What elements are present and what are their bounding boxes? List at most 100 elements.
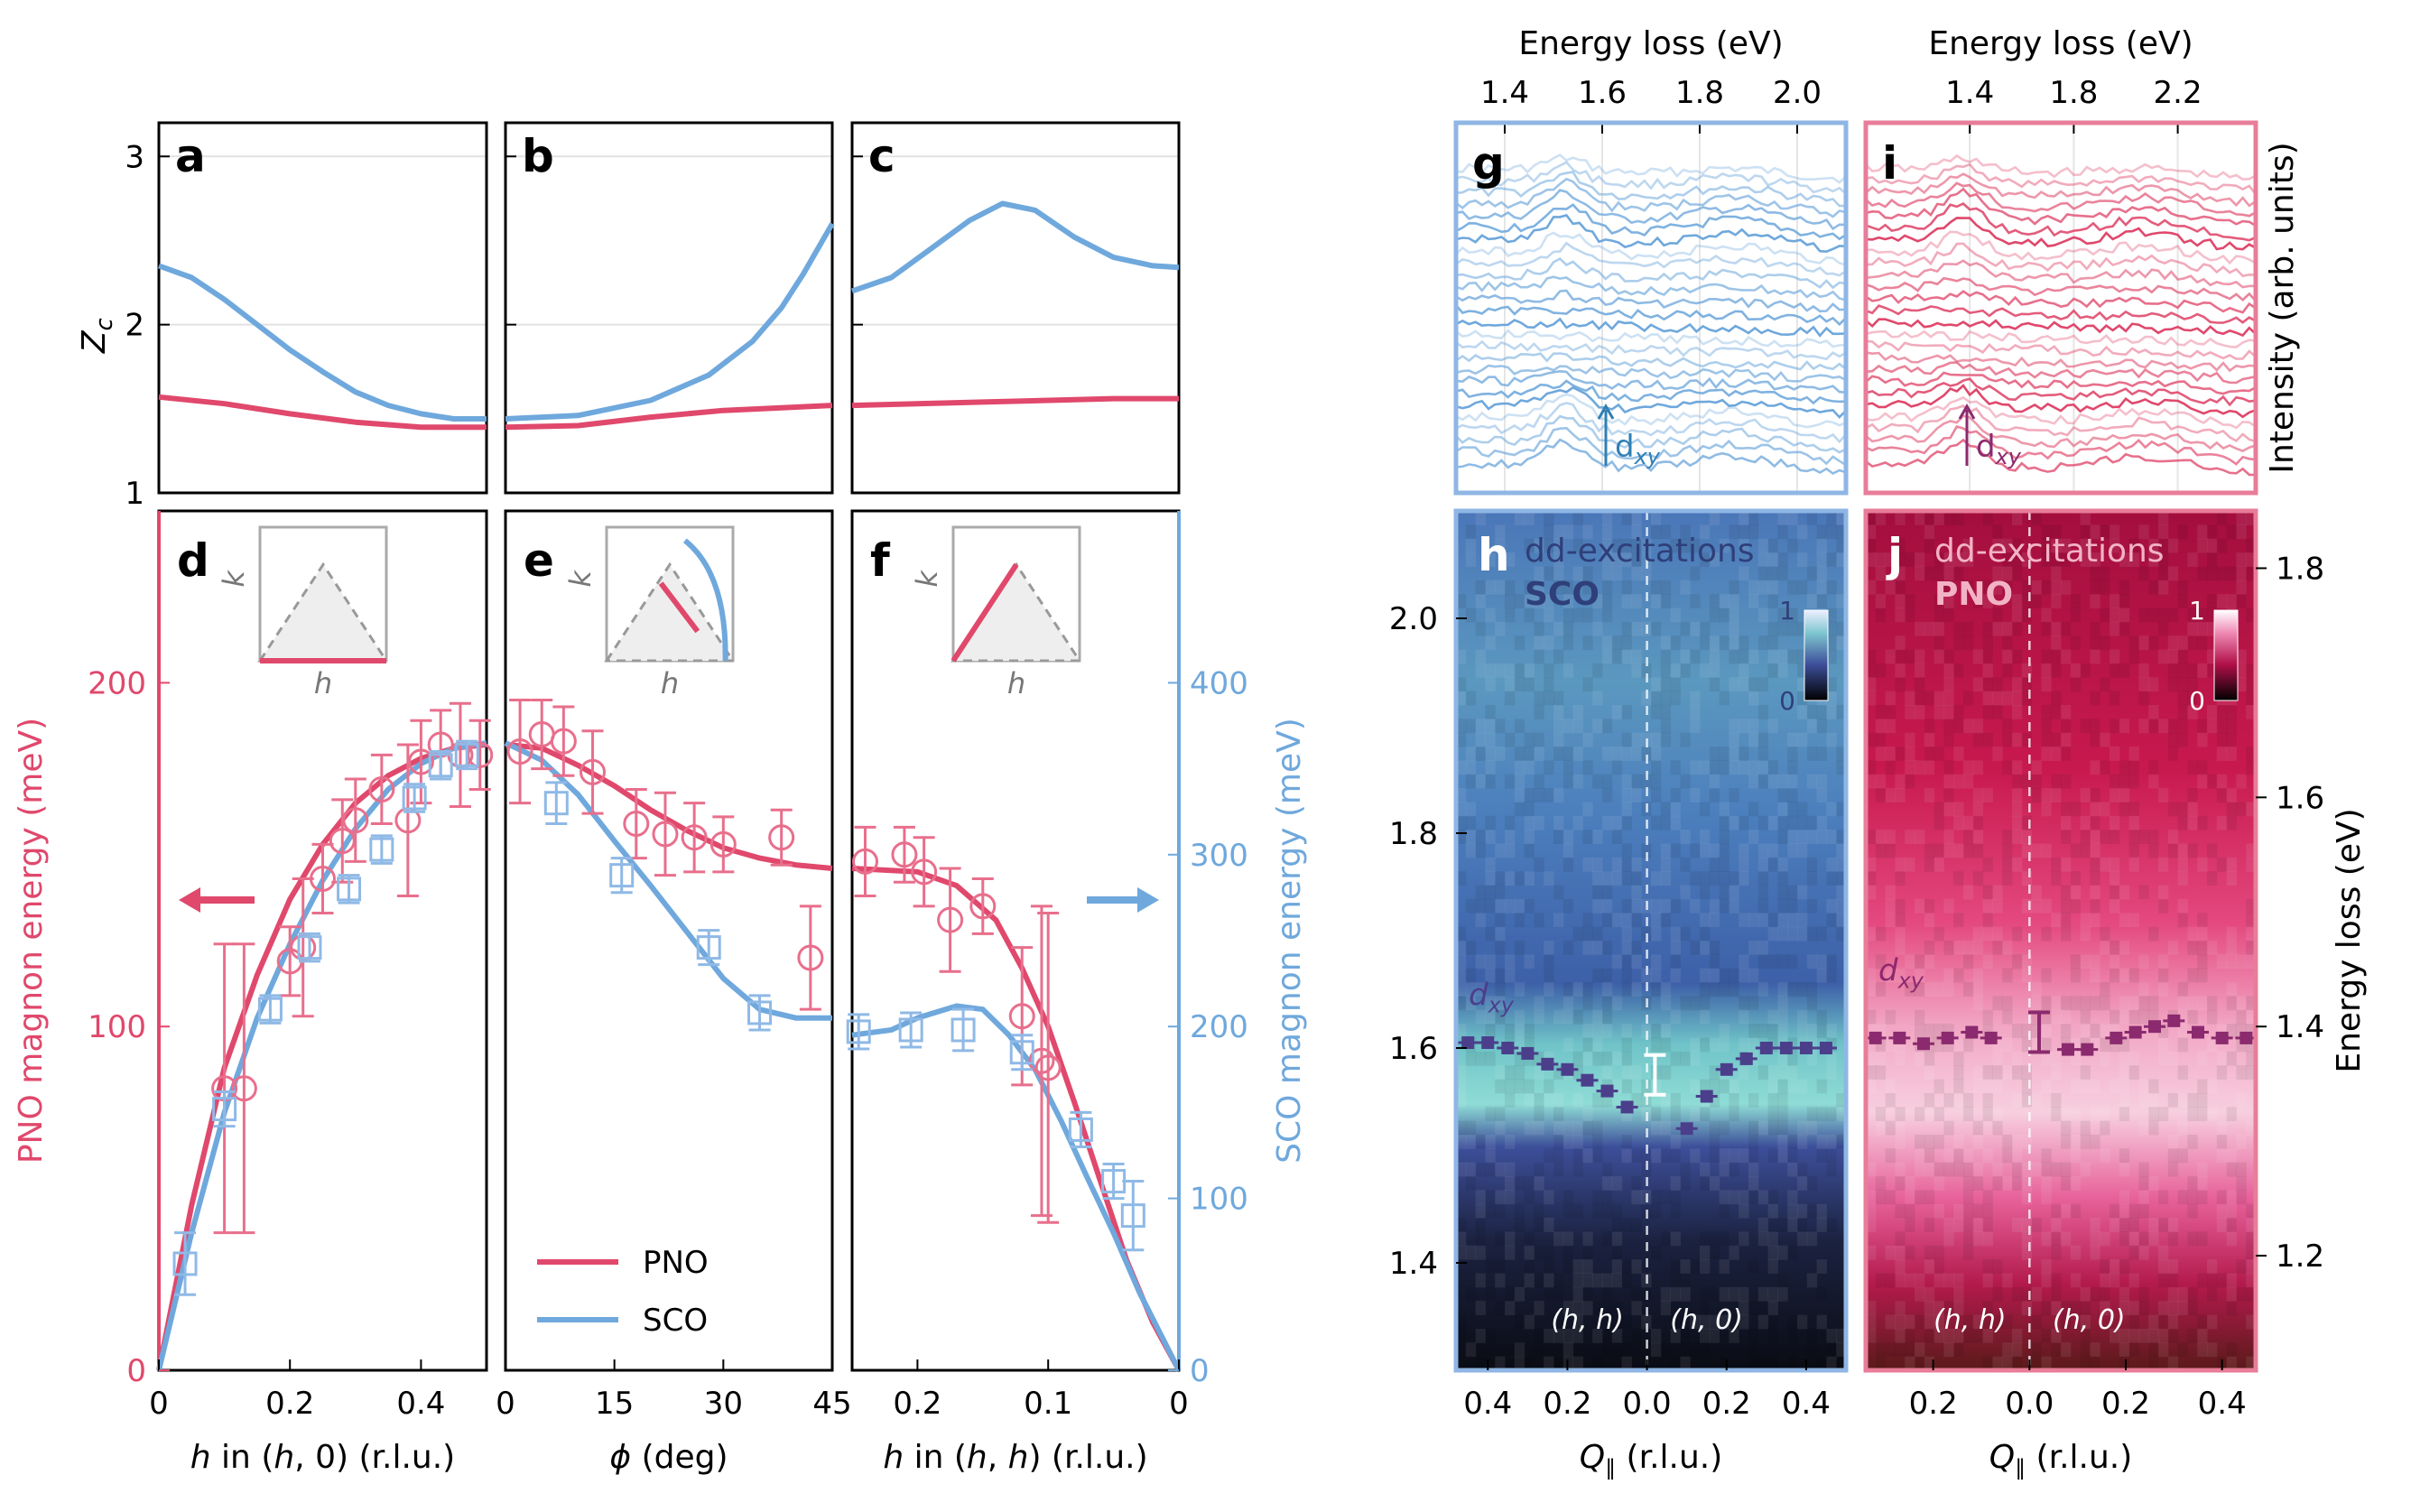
heatmap-pixel (1777, 802, 1788, 817)
heatmap-pixel (1553, 566, 1564, 581)
heatmap-pixel (2197, 913, 2208, 928)
heatmap-pixel (1572, 1120, 1583, 1136)
heatmap-pixel (1953, 774, 1964, 789)
heatmap-pixel (1933, 566, 1944, 581)
heatmap-pixel (2236, 1134, 2247, 1149)
heatmap-pixel (1905, 1203, 1915, 1219)
heatmap-pixel (1767, 913, 1778, 928)
sco-data-point (950, 1017, 976, 1043)
heatmap-pixel (2110, 1273, 2120, 1288)
heatmap-pixel (1777, 996, 1788, 1011)
heatmap-pixel (2041, 538, 2052, 553)
heatmap-pixel (1787, 747, 1798, 761)
heatmap-pixel (1933, 1301, 1944, 1316)
heatmap-pixel (1729, 1092, 1739, 1108)
heatmap-pixel (2187, 1092, 2198, 1108)
ytick-label: 1.6 (2276, 780, 2324, 816)
heatmap-pixel (1992, 1120, 2003, 1136)
heatmap-pixel (2002, 580, 2013, 595)
heatmap-pixel (1611, 1328, 1623, 1343)
heatmap-pixel (1631, 1218, 1642, 1232)
heatmap-pixel (2236, 511, 2247, 525)
heatmap-pixel (1992, 1037, 2003, 1053)
heatmap-pixel (1475, 1051, 1486, 1066)
heatmap-pixel (2002, 968, 2013, 983)
heatmap-pixel (1992, 1065, 2003, 1081)
heatmap-pixel (1582, 1245, 1593, 1260)
heatmap-pixel (1885, 691, 1896, 706)
heatmap-pixel (1621, 704, 1632, 719)
heatmap-pixel (1456, 1065, 1467, 1081)
heatmap-pixel (1943, 691, 1954, 706)
heatmap-pixel (1816, 1203, 1827, 1219)
heatmap-pixel (1953, 1286, 1964, 1302)
heatmap-pixel (1660, 1231, 1672, 1247)
heatmap-pixel (1875, 663, 1887, 678)
heatmap-pixel (1534, 857, 1544, 872)
heatmap-pixel (1836, 885, 1846, 900)
heatmap-pixel (1651, 815, 1662, 830)
heatmap-pixel (2138, 1120, 2149, 1136)
heatmap-pixel (1475, 913, 1486, 928)
heatmap-pixel (2128, 1342, 2139, 1358)
heatmap-pixel (2061, 898, 2072, 914)
heatmap-pixel (1651, 926, 1662, 942)
heatmap-pixel (1602, 941, 1613, 955)
heatmap-pixel (1953, 802, 1964, 817)
heatmap-pixel (2080, 1079, 2091, 1094)
heatmap-pixel (2158, 621, 2169, 636)
heatmap-pixel (1982, 1079, 1993, 1094)
heatmap-pixel (1719, 830, 1729, 845)
heatmap-pixel (1933, 621, 1944, 636)
heatmap-pixel (2002, 830, 2013, 845)
heatmap-pixel (1757, 1065, 1769, 1081)
heatmap-pixel (1953, 663, 1964, 678)
heatmap-pixel (2110, 1024, 2120, 1038)
heatmap-pixel (1739, 1203, 1749, 1219)
heatmap-pixel (1885, 1245, 1896, 1260)
heatmap-pixel (1651, 747, 1662, 761)
heatmap-pixel (2236, 996, 2247, 1011)
heatmap-pixel (2070, 635, 2082, 651)
spectrum-curve (1456, 257, 1846, 290)
heatmap-pixel (1963, 815, 1974, 830)
heatmap-pixel (1982, 1356, 1993, 1370)
spectrum-curve (1456, 231, 1846, 266)
heatmap-pixel (1826, 1134, 1837, 1149)
heatmap-pixel (1767, 1356, 1778, 1370)
heatmap-pixel (1621, 871, 1632, 886)
heatmap-pixel (2041, 968, 2052, 983)
heatmap-pixel (2012, 857, 2023, 872)
heatmap-pixel (1875, 1065, 1887, 1081)
heatmap-pixel (1514, 677, 1525, 692)
heatmap-pixel (1982, 1203, 1993, 1219)
heatmap-pixel (1709, 594, 1720, 608)
heatmap-pixel (1582, 580, 1593, 595)
heatmap-pixel (2061, 830, 2072, 845)
heatmap-pixel (1963, 1203, 1974, 1219)
heatmap-pixel (1534, 538, 1544, 553)
heatmap-pixel (2021, 1245, 2033, 1260)
heatmap-pixel (1982, 621, 1993, 636)
heatmap-pixel (1719, 885, 1729, 900)
heatmap-pixel (2051, 1231, 2062, 1247)
heatmap-pixel (1885, 968, 1896, 983)
heatmap-pixel (1767, 954, 1778, 969)
heatmap-pixel (1563, 1342, 1574, 1358)
heatmap-pixel (1729, 608, 1739, 623)
spectrum-curve (1456, 369, 1846, 394)
heatmap-pixel (2158, 552, 2169, 567)
heatmap-pixel (1895, 871, 1906, 886)
heatmap-pixel (2167, 1328, 2179, 1343)
heatmap-pixel (1505, 1092, 1516, 1108)
heatmap-pixel (1651, 1120, 1662, 1136)
heatmap-pixel (1709, 941, 1720, 955)
heatmap-pixel (2148, 843, 2159, 858)
heatmap-pixel (1553, 704, 1564, 719)
heatmap-pixel (1592, 663, 1603, 678)
heatmap-pixel (2100, 635, 2110, 651)
heatmap-pixel (1924, 982, 1935, 997)
heatmap-pixel (2128, 1009, 2139, 1025)
heatmap-pixel (2207, 524, 2218, 540)
